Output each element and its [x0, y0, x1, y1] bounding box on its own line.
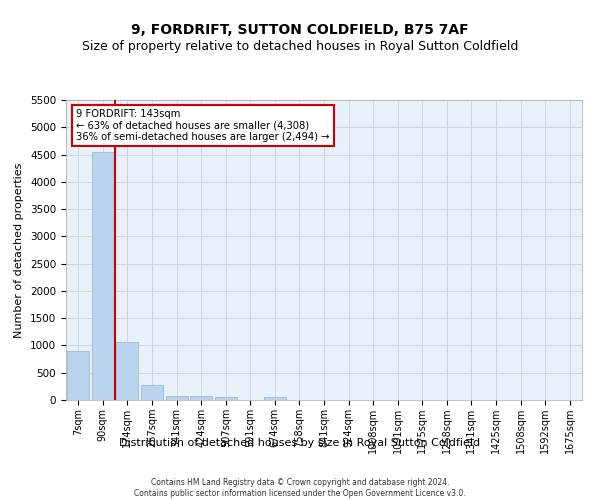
Bar	[141, 385, 163, 400]
Bar	[264, 396, 286, 400]
Text: 9, FORDRIFT, SUTTON COLDFIELD, B75 7AF: 9, FORDRIFT, SUTTON COLDFIELD, B75 7AF	[131, 22, 469, 36]
Bar	[67, 351, 89, 400]
Y-axis label: Number of detached properties: Number of detached properties	[14, 162, 25, 338]
Bar	[92, 152, 114, 400]
Bar	[215, 398, 237, 400]
Bar	[116, 342, 139, 400]
Bar	[190, 396, 212, 400]
Bar	[166, 396, 188, 400]
Text: 9 FORDRIFT: 143sqm
← 63% of detached houses are smaller (4,308)
36% of semi-deta: 9 FORDRIFT: 143sqm ← 63% of detached hou…	[76, 109, 330, 142]
Text: Contains HM Land Registry data © Crown copyright and database right 2024.
Contai: Contains HM Land Registry data © Crown c…	[134, 478, 466, 498]
Text: Size of property relative to detached houses in Royal Sutton Coldfield: Size of property relative to detached ho…	[82, 40, 518, 53]
Text: Distribution of detached houses by size in Royal Sutton Coldfield: Distribution of detached houses by size …	[119, 438, 481, 448]
